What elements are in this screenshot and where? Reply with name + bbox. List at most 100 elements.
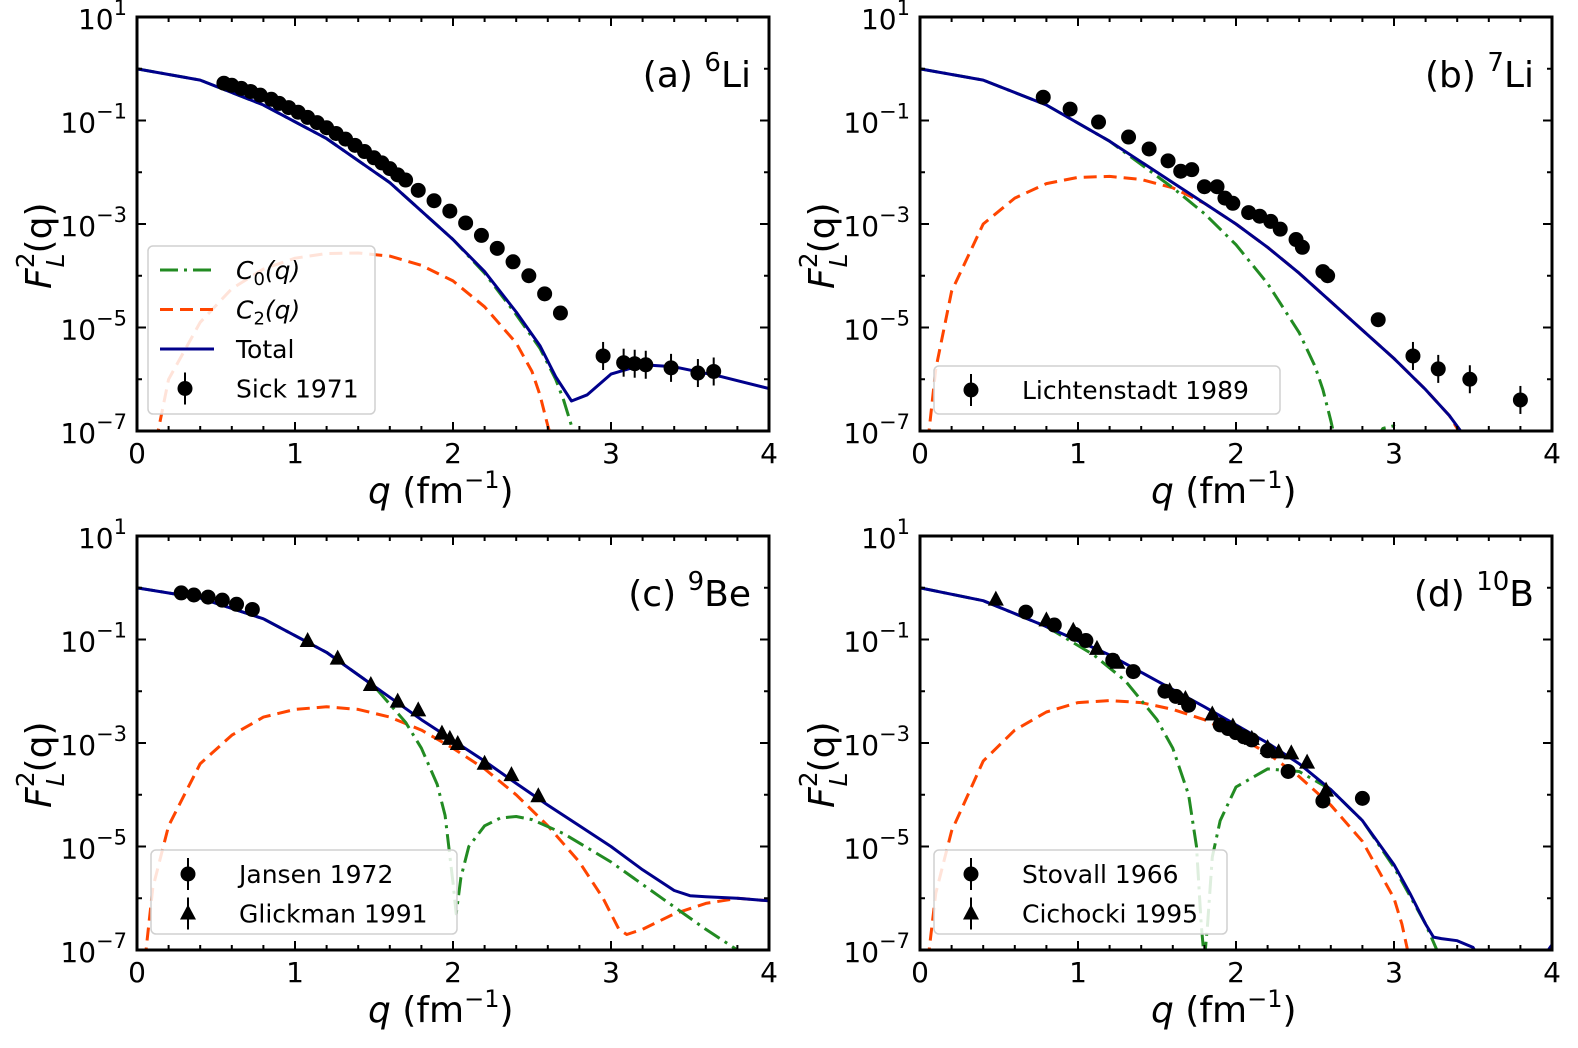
y-tick-exp: −1 — [96, 100, 127, 124]
legend-triangle — [963, 904, 979, 920]
y-tick-label: 10−3 — [60, 203, 127, 243]
data-point-triangle — [410, 701, 427, 717]
y-tick-exp: −7 — [96, 410, 127, 434]
data-point-triangle — [1318, 781, 1335, 797]
legend-glickman-1991-marker — [180, 897, 196, 930]
panel-b-legend-box — [933, 365, 1281, 415]
y-tick-label: 10−5 — [843, 307, 910, 347]
panel-d-legend-box — [933, 849, 1228, 935]
y-tick-exp: 1 — [897, 515, 910, 539]
x-tick-label: 0 — [128, 437, 146, 470]
y-tick-label: 101 — [78, 0, 127, 36]
y-tick-base: 10 — [843, 833, 879, 866]
total-curve — [920, 67, 1463, 431]
panel-b-curves — [920, 67, 1463, 431]
x-tick-label: 4 — [1543, 956, 1561, 989]
data-point-triangle — [1283, 744, 1300, 760]
data-point-triangle — [1065, 621, 1082, 637]
data-point-circle — [229, 596, 245, 612]
legend-glickman-1991-label: Glickman 1991 — [239, 900, 428, 929]
data-point-triangle — [530, 787, 547, 803]
x-tick-label: 4 — [760, 437, 778, 470]
panel-d-legend: Stovall 1966 Cichocki 1995 — [933, 849, 1228, 935]
legend-triangle — [180, 904, 196, 920]
panel-a-y-axis-label: F2L(q) — [11, 202, 70, 289]
data-point-circle — [521, 268, 537, 284]
data-point-triangle — [1270, 743, 1287, 759]
panel-b-x-axis-label: q (fm−1) — [1151, 466, 1297, 512]
y-tick-base: 10 — [861, 3, 897, 36]
data-point-circle — [1196, 179, 1212, 195]
data-point-circle — [1315, 793, 1331, 809]
x-tick-label: 3 — [1385, 956, 1403, 989]
panel-c-data-points — [173, 585, 547, 803]
y-tick-label: 10−7 — [843, 929, 910, 969]
y-tick-label: 10−7 — [60, 410, 127, 450]
y-tick-label: 10−3 — [843, 722, 910, 762]
panel-c-y-axis-label: F2L(q) — [11, 721, 70, 808]
c2-curve — [927, 699, 1410, 950]
legend-circle — [963, 382, 979, 398]
y-tick-exp: 1 — [897, 0, 910, 20]
data-point-circle — [595, 348, 611, 364]
panel-d-y-axis-label: F2L(q) — [794, 721, 853, 808]
x-tick-label: 1 — [1069, 956, 1087, 989]
panel-a-x-tick-labels: 0 1 2 3 4 — [128, 437, 778, 470]
panel-a-ticks — [136, 16, 770, 432]
data-point-circle — [1280, 763, 1296, 779]
data-point-circle — [1430, 361, 1446, 377]
x-tick-label: 3 — [602, 956, 620, 989]
panel-c-legend: Jansen 1972 Glickman 1991 — [150, 849, 458, 935]
legend-stovall-1966-marker — [963, 858, 979, 890]
data-point-circle — [1462, 371, 1478, 387]
x-tick-label: 0 — [128, 956, 146, 989]
y-tick-label: 10−5 — [843, 826, 910, 866]
data-point-triangle — [449, 735, 466, 751]
data-point-circle — [398, 172, 414, 188]
panel-b-title: (b) 7Li — [1425, 48, 1534, 96]
panel-d-x-axis-label: q (fm−1) — [1151, 985, 1297, 1031]
data-point-circle — [214, 592, 230, 608]
data-point-circle — [638, 357, 654, 373]
y-tick-exp: −5 — [96, 826, 127, 850]
data-point-circle — [663, 360, 679, 376]
legend-c0-label: C0(q) — [236, 256, 300, 290]
data-point-triangle — [987, 590, 1004, 606]
y-tick-label: 101 — [861, 515, 910, 555]
y-tick-label: 10−7 — [60, 929, 127, 969]
y-tick-label: 101 — [78, 515, 127, 555]
panel-c-title: (c) 9Be — [628, 567, 751, 615]
x-tick-label: 4 — [1543, 437, 1561, 470]
x-tick-label: 2 — [1227, 437, 1245, 470]
total-curve-tail — [1546, 943, 1552, 950]
legend-circle — [180, 866, 196, 882]
legend-lichtenstadt-1989-label: Lichtenstadt 1989 — [1022, 376, 1249, 405]
panel-a-legend: C0(q) C2(q) Total Sick 1971 — [147, 245, 376, 415]
panel-d-title: (d) 10B — [1414, 567, 1534, 615]
y-tick-exp: −3 — [879, 722, 910, 746]
y-tick-exp: −7 — [879, 410, 910, 434]
data-point-circle — [1272, 221, 1288, 237]
data-point-circle — [1225, 195, 1241, 211]
total-curve — [137, 586, 769, 903]
x-tick-label: 2 — [444, 437, 462, 470]
y-tick-base: 10 — [60, 936, 96, 969]
x-tick-label: 1 — [1069, 437, 1087, 470]
data-point-triangle — [1243, 729, 1260, 745]
legend-sick-1971-marker — [177, 372, 193, 405]
panel-c-ticks — [136, 535, 770, 951]
data-point-circle — [1160, 153, 1176, 169]
data-point-circle — [426, 193, 442, 209]
data-point-triangle — [1299, 753, 1316, 769]
data-point-circle — [1078, 633, 1094, 649]
data-point-circle — [1405, 348, 1421, 364]
data-point-circle — [1184, 162, 1200, 178]
data-point-circle — [1062, 101, 1078, 117]
data-point-triangle — [503, 766, 520, 782]
y-tick-base: 10 — [78, 522, 114, 555]
